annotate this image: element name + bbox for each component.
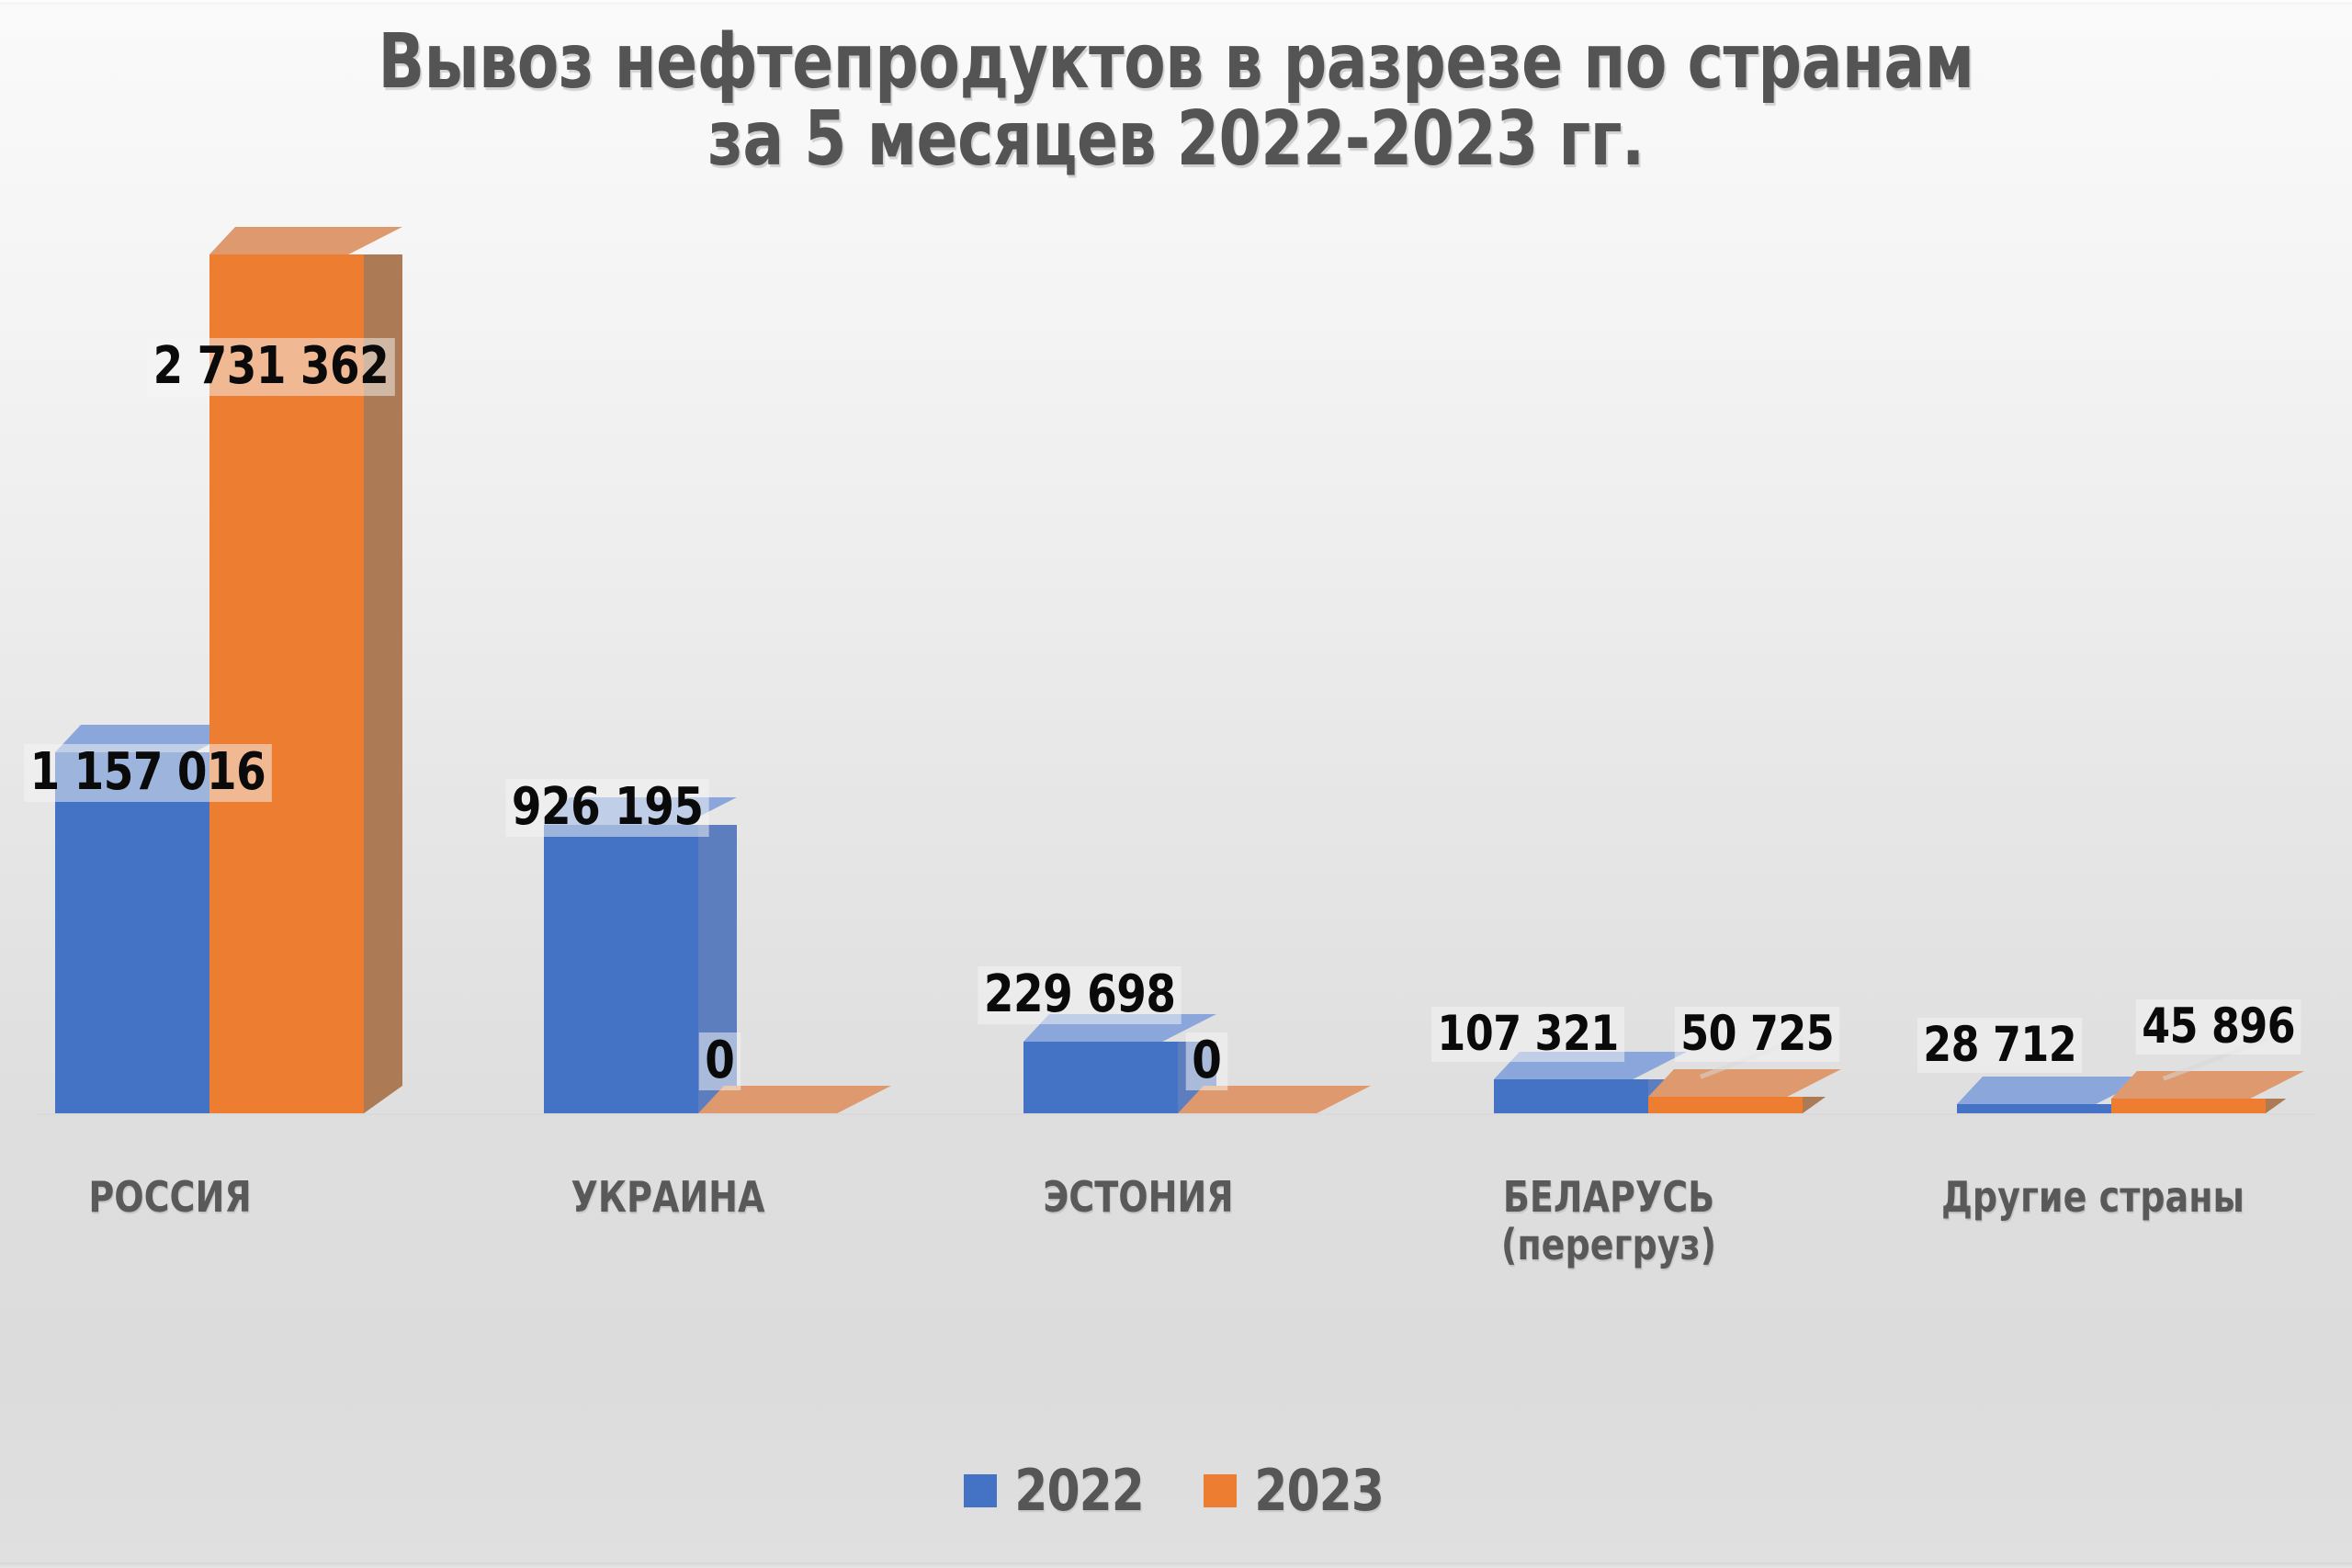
- bar-group-belarus: 107 321 50 725 БЕЛАРУСЬ (перегруз): [1411, 0, 1882, 1568]
- category-label-ukraine: УКРАИНА: [571, 1172, 765, 1222]
- bar-front-face: [2111, 1099, 2266, 1113]
- bar-russia-2022[interactable]: [55, 725, 248, 1113]
- bar-other-2023[interactable]: [2111, 1036, 2304, 1113]
- bar-group-russia: 1 157 016 2 731 362 РОССИЯ: [0, 0, 470, 1568]
- bar-front-face: [544, 825, 698, 1113]
- bar-ukraine-2022[interactable]: [544, 797, 737, 1113]
- bar-top-face: [2111, 1071, 2304, 1099]
- bar-side-face: [364, 254, 402, 1113]
- bar-top-face: [1648, 1069, 1841, 1097]
- value-label-russia-2023: 2 731 362: [147, 338, 395, 396]
- chart-title: Вывоз нефтепродуктов в разрезе по страна…: [378, 18, 1974, 183]
- value-label-ukraine-2022: 926 195: [505, 779, 710, 837]
- bar-top-face: [209, 227, 402, 254]
- bar-belarus-2022[interactable]: [1494, 1052, 1687, 1113]
- value-label-estonia-2022: 229 698: [978, 966, 1182, 1024]
- bar-front-face: [1648, 1097, 1803, 1113]
- legend-item-2022[interactable]: 2022: [963, 1457, 1148, 1524]
- bar-side-face: [2266, 1099, 2304, 1113]
- bar-side-face: [1803, 1097, 1841, 1113]
- legend-label: 2023: [1254, 1457, 1385, 1524]
- value-label-russia-2022: 1 157 016: [24, 744, 272, 802]
- bar-group-other: 28 712 45 896 Другие страны: [1882, 0, 2352, 1568]
- category-label-other: Другие страны: [1941, 1172, 2245, 1222]
- value-label-other-2022: 28 712: [1917, 1018, 2083, 1073]
- bar-other-2022[interactable]: [1957, 1077, 2150, 1113]
- category-label-russia: РОССИЯ: [88, 1172, 252, 1222]
- bar-group-ukraine: 926 195 0 УКРАИНА: [470, 0, 941, 1568]
- category-label-belarus: БЕЛАРУСЬ (перегруз): [1500, 1172, 1717, 1269]
- bar-belarus-2023[interactable]: [1648, 1034, 1841, 1113]
- bar-front-face: [1023, 1042, 1178, 1113]
- legend-item-2023[interactable]: 2023: [1204, 1457, 1388, 1524]
- category-label-estonia: ЭСТОНИЯ: [1043, 1172, 1234, 1222]
- bar-front-face: [209, 254, 364, 1113]
- square-swatch-icon: [1204, 1473, 1237, 1507]
- bar-front-face: [1494, 1079, 1648, 1113]
- legend-label: 2022: [1014, 1457, 1145, 1524]
- bar-front-face: [55, 752, 209, 1113]
- value-label-ukraine-2023: 0: [698, 1032, 741, 1090]
- bar-estonia-2022[interactable]: [1023, 1014, 1216, 1113]
- value-label-belarus-2023: 50 725: [1674, 1007, 1840, 1062]
- chart-legend: 2022 2023: [0, 1457, 2352, 1524]
- square-swatch-icon: [963, 1473, 997, 1507]
- value-label-estonia-2023: 0: [1185, 1032, 1227, 1090]
- value-label-other-2023: 45 896: [2135, 999, 2301, 1055]
- bar-group-estonia: 229 698 0 ЭСТОНИЯ: [941, 0, 1411, 1568]
- value-label-belarus-2022: 107 321: [1430, 1007, 1625, 1062]
- bar-front-face: [1957, 1104, 2111, 1113]
